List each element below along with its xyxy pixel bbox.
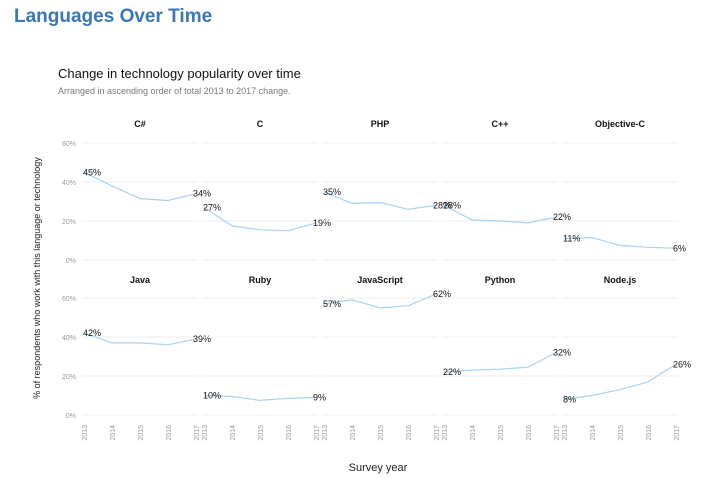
start-value-label: 10%: [203, 391, 221, 401]
start-value-label: 35%: [323, 187, 341, 197]
start-value-label: 11%: [563, 234, 580, 244]
x-tick-label: 2014: [470, 425, 477, 441]
end-value-label: 32%: [553, 348, 571, 358]
facet-panel: PHP 35% 28%: [322, 119, 451, 261]
start-value-label: 8%: [563, 394, 576, 404]
x-tick-label: 2017: [554, 425, 561, 441]
end-value-label: 9%: [313, 392, 326, 402]
series-line: [203, 206, 317, 232]
end-value-label: 26%: [673, 359, 691, 369]
end-value-label: 6%: [673, 243, 686, 253]
end-value-label: 34%: [193, 189, 211, 199]
x-tick-label: 2013: [82, 425, 89, 441]
series-line: [323, 293, 437, 309]
facet-title: PHP: [371, 119, 390, 129]
x-tick-label: 2015: [258, 425, 265, 441]
chart-subtitle: Arranged in ascending order of total 201…: [58, 86, 291, 96]
facet-panel: Python 22% 32%: [442, 275, 571, 416]
x-tick-label: 2016: [526, 425, 533, 441]
start-value-label: 42%: [83, 328, 101, 338]
facet-panel: Ruby 10% 9%: [202, 275, 326, 416]
y-tick-label: 60%: [62, 296, 76, 303]
y-axis-label: % of respondents who work with this lang…: [32, 157, 42, 399]
x-tick-label: 2017: [314, 425, 321, 441]
start-value-label: 57%: [323, 299, 341, 309]
facet-title: Node.js: [604, 275, 637, 285]
facet-panel: C# 45% 34%: [82, 119, 211, 261]
x-tick-label: 2013: [562, 425, 569, 441]
facet-panel: JavaScript 57% 62%: [322, 275, 451, 416]
x-tick-label: 2017: [674, 425, 681, 441]
x-tick-label: 2014: [110, 425, 117, 441]
series-line: [83, 171, 197, 202]
x-tick-label: 2014: [590, 425, 597, 441]
series-line: [563, 363, 677, 400]
facet-panels: C#45%34%C27%19%PHP35%28%C++28%22%Objecti…: [62, 119, 691, 441]
start-value-label: 22%: [443, 367, 461, 377]
y-tick-label: 60%: [62, 141, 76, 148]
x-tick-label: 2016: [646, 425, 653, 441]
end-value-label: 39%: [193, 334, 211, 344]
chart-title: Change in technology popularity over tim…: [58, 66, 301, 81]
x-tick-label: 2017: [434, 425, 441, 441]
x-tick-label: 2015: [498, 425, 505, 441]
x-tick-label: 2015: [378, 425, 385, 441]
series-line: [443, 204, 557, 224]
page-title: Languages Over Time: [14, 6, 213, 27]
facet-panel: C 27% 19%: [202, 119, 331, 261]
x-tick-label: 2015: [618, 425, 625, 441]
x-axis-label: Survey year: [349, 462, 408, 474]
start-value-label: 45%: [83, 167, 101, 177]
end-value-label: 22%: [553, 212, 571, 222]
x-tick-label: 2016: [286, 425, 293, 441]
y-tick-label: 20%: [62, 219, 76, 226]
facet-title: Ruby: [249, 275, 272, 285]
facet-panel: Java 42% 39%: [82, 275, 211, 416]
x-tick-label: 2013: [202, 425, 209, 441]
series-line: [443, 352, 557, 373]
facet-panel: C++ 28% 22%: [442, 119, 571, 261]
end-value-label: 28%: [433, 200, 451, 210]
facet-title: C#: [134, 119, 146, 129]
y-tick-label: 40%: [62, 180, 76, 187]
end-value-label: 62%: [433, 289, 451, 299]
series-line: [323, 191, 437, 210]
series-line: [83, 332, 197, 346]
x-tick-label: 2016: [166, 425, 173, 441]
facet-title: Java: [130, 275, 151, 285]
x-tick-label: 2015: [138, 425, 145, 441]
facet-title: JavaScript: [357, 275, 403, 285]
y-tick-label: 20%: [62, 374, 76, 381]
x-tick-label: 2014: [350, 425, 357, 441]
start-value-label: 27%: [203, 202, 221, 212]
y-tick-label: 0%: [66, 413, 76, 420]
x-tick-label: 2013: [442, 425, 449, 441]
series-line: [563, 236, 677, 249]
facet-panel: Objective-C 11% 6%: [562, 119, 686, 261]
end-value-label: 19%: [313, 218, 331, 228]
x-tick-label: 2014: [230, 425, 237, 441]
facet-panel: Node.js 8% 26%: [562, 275, 691, 416]
facet-title: Objective-C: [595, 119, 646, 129]
facet-title: C++: [491, 119, 508, 129]
y-tick-label: 40%: [62, 335, 76, 342]
start-value-label: 28%: [443, 200, 461, 210]
series-line: [203, 394, 317, 402]
y-tick-label: 0%: [66, 258, 76, 265]
facet-title: Python: [485, 275, 516, 285]
x-tick-label: 2017: [194, 425, 201, 441]
x-tick-label: 2016: [406, 425, 413, 441]
x-tick-label: 2013: [322, 425, 329, 441]
facet-title: C: [257, 119, 264, 129]
